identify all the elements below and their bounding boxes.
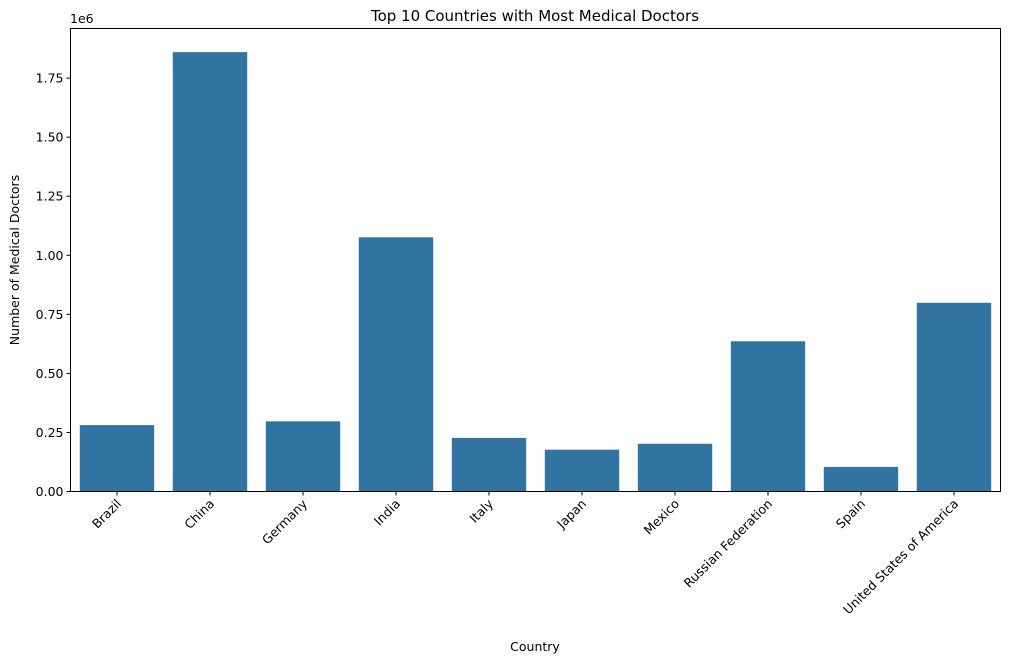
y-tick-label: 0.00 <box>36 484 64 499</box>
x-tick-label-china: China <box>181 496 217 532</box>
x-tick-label-germany: Germany <box>259 496 311 548</box>
plot-frame <box>70 28 1001 492</box>
x-tick-label-india: India <box>371 496 403 528</box>
bar-united-states-of-america <box>916 302 992 492</box>
bar-japan <box>544 449 620 492</box>
bar-spain <box>823 466 899 492</box>
y-tick-label: 0.75 <box>36 307 64 322</box>
bar-china <box>172 52 248 492</box>
x-tick-label-japan: Japan <box>553 496 589 532</box>
x-tick-label-spain: Spain <box>833 496 868 531</box>
y-tick-label: 1.25 <box>36 189 64 204</box>
x-tick-label-russian-federation: Russian Federation <box>681 496 776 591</box>
chart-title: Top 10 Countries with Most Medical Docto… <box>370 7 699 25</box>
bar-mexico <box>637 443 713 492</box>
y-tick-label: 1.00 <box>36 248 64 263</box>
y-tick-label: 0.50 <box>36 366 64 381</box>
x-tick-label-mexico: Mexico <box>641 496 682 537</box>
y-tick-label: 1.75 <box>36 71 64 86</box>
bar-germany <box>265 421 341 492</box>
y-offset-label: 1e6 <box>70 11 94 26</box>
bar-italy <box>451 437 527 492</box>
y-tick-label: 0.25 <box>36 425 64 440</box>
bar-brazil <box>79 425 155 492</box>
bar-russian-federation <box>730 341 806 492</box>
x-axis-title: Country <box>510 639 560 654</box>
x-tick-label-italy: Italy <box>466 496 496 526</box>
y-tick-label: 1.50 <box>36 130 64 145</box>
y-axis-title: Number of Medical Doctors <box>7 175 22 345</box>
bar-india <box>358 237 434 492</box>
x-tick-label-brazil: Brazil <box>89 496 124 531</box>
